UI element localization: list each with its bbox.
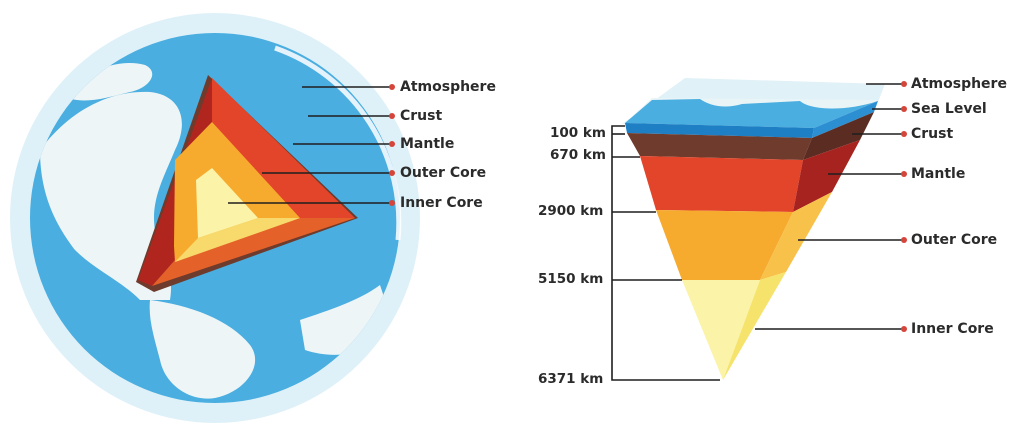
globe-continents [40,63,395,399]
wedge-sea-level-band [625,123,814,138]
label-dot [389,141,395,147]
depth-scale-line [611,125,720,381]
wedge-label-atmosphere: Atmosphere [911,76,1007,92]
depth-label-670: 670 km [550,147,606,163]
wedge-mantle [640,156,803,212]
wedge-inner-core-side [723,272,786,380]
wedge-labels: Atmosphere Sea Level Crust Mantle Outer … [755,76,1007,337]
wedge-outer-core-side [760,192,832,280]
label-mantle: Mantle [400,136,454,152]
depth-label-6371: 6371 km [538,371,603,387]
depth-label-2900: 2900 km [538,203,603,219]
globe-inner-core [196,168,258,238]
label-dot [901,171,907,177]
label-dot [389,84,395,90]
globe-atmosphere-rim [274,45,402,241]
wedge-label-mantle: Mantle [911,166,965,182]
label-dot [389,170,395,176]
wedge-label-sea-level: Sea Level [911,101,987,117]
globe-inner-core-side [175,218,300,262]
depth-scale: 100 km 670 km 2900 km 5150 km 6371 km [538,125,720,387]
label-crust: Crust [400,108,442,124]
globe [10,13,420,423]
label-dot [901,237,907,243]
wedge-label-inner-core: Inner Core [911,321,994,337]
wedge-inner-core [682,280,760,380]
depth-label-100: 100 km [550,125,606,141]
wedge-crust-side [803,112,874,160]
wedge-sea-level-side [812,101,878,138]
globe-labels: Atmosphere Crust Mantle Outer Core Inner… [228,79,496,211]
label-inner-core: Inner Core [400,195,483,211]
wedge-label-crust: Crust [911,126,953,142]
wedge-label-outer-core: Outer Core [911,232,997,248]
wedge-surface-water [625,99,878,128]
label-dot [389,113,395,119]
label-dot [901,106,907,112]
label-dot [901,81,907,87]
label-dot [901,326,907,332]
wedge-crust [627,133,812,160]
label-outer-core: Outer Core [400,165,486,181]
label-dot [901,131,907,137]
depth-label-5150: 5150 km [538,271,603,287]
wedge-outer-core [656,210,793,280]
wedge-mantle-side [793,140,860,212]
label-dot [389,200,395,206]
label-atmosphere: Atmosphere [400,79,496,95]
wedge [622,78,885,380]
